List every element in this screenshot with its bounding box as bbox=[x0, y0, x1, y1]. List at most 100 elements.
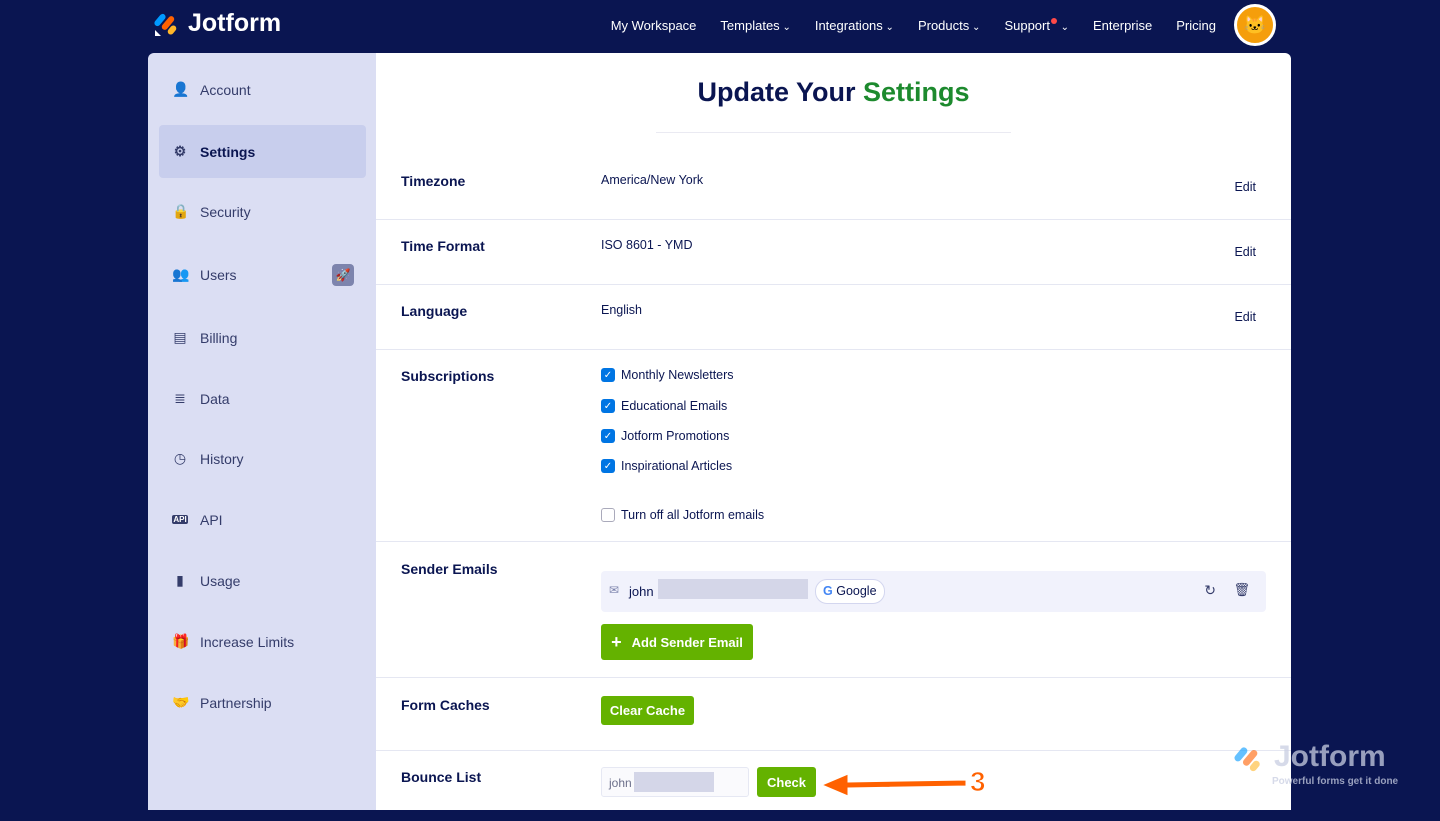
sidebar-item-label: Increase Limits bbox=[200, 633, 295, 650]
time-format-label: Time Format bbox=[401, 238, 485, 254]
jotform-logo[interactable]: Jotform bbox=[154, 9, 281, 38]
check-icon: ✓ bbox=[601, 459, 615, 473]
checkbox-monthly-newsletters[interactable]: ✓ Monthly Newsletters bbox=[601, 368, 734, 382]
sidebar-item-label: History bbox=[200, 450, 244, 467]
subscriptions-row: Subscriptions ✓ Monthly Newsletters ✓ Educ… bbox=[376, 350, 1291, 542]
sidebar-item-data[interactable]: ≣ Data bbox=[159, 372, 366, 425]
divider bbox=[656, 132, 1011, 133]
nav-integrations[interactable]: Integrations bbox=[815, 18, 894, 33]
sidebar-item-label: API bbox=[200, 511, 223, 528]
nav-products[interactable]: Products bbox=[918, 18, 980, 33]
users-icon: 👥 bbox=[172, 266, 190, 282]
sidebar: 👤 Account ⚙ Settings 🔒 Security 👥 Users 🚀 ▤ Bi… bbox=[148, 53, 376, 810]
checkbox-jotform-promotions[interactable]: ✓ Jotform Promotions bbox=[601, 429, 729, 443]
checkbox-label: Jotform Promotions bbox=[621, 429, 730, 443]
clear-cache-button[interactable]: Clear Cache bbox=[601, 696, 694, 725]
sidebar-item-api[interactable]: API API bbox=[159, 493, 366, 546]
sidebar-item-partnership[interactable]: 🤝 Partnership bbox=[159, 676, 366, 729]
sidebar-item-users[interactable]: 👥 Users 🚀 bbox=[159, 248, 366, 301]
timezone-edit-button[interactable]: Edit bbox=[1234, 180, 1256, 194]
bounce-list-row: Bounce List john Check bbox=[376, 751, 1291, 821]
check-button[interactable]: Check bbox=[757, 767, 816, 797]
language-edit-button[interactable]: Edit bbox=[1234, 310, 1256, 324]
check-icon: ✓ bbox=[601, 368, 615, 382]
database-icon: ≣ bbox=[174, 390, 186, 406]
jotform-logo-icon bbox=[154, 13, 177, 36]
checkbox-inspirational-articles[interactable]: ✓ Inspirational Articles bbox=[601, 459, 732, 473]
nav-support[interactable]: Support ⌄ bbox=[1004, 17, 1069, 33]
annotation-step-number: 3 bbox=[970, 766, 987, 798]
sidebar-item-increase-limits[interactable]: 🎁 Increase Limits bbox=[159, 615, 366, 668]
watermark-name: Jotform bbox=[1274, 740, 1386, 773]
gift-icon: 🎁 bbox=[172, 633, 190, 649]
lock-icon: 🔒 bbox=[172, 203, 190, 219]
checkbox-label: Inspirational Articles bbox=[621, 459, 733, 473]
bounce-list-label: Bounce List bbox=[401, 769, 482, 785]
sidebar-item-billing[interactable]: ▤ Billing bbox=[159, 311, 366, 364]
refresh-icon[interactable]: ↻ bbox=[1204, 582, 1216, 598]
bounce-email-input[interactable]: john bbox=[601, 767, 749, 797]
checkbox-label: Educational Emails bbox=[621, 399, 728, 413]
button-label: Add Sender Email bbox=[631, 634, 743, 650]
language-value: English bbox=[601, 303, 642, 317]
sidebar-item-label: Data bbox=[200, 390, 230, 407]
annotation-arrow-icon bbox=[820, 773, 967, 797]
sidebar-item-label: Partnership bbox=[200, 694, 272, 711]
time-format-edit-button[interactable]: Edit bbox=[1234, 245, 1256, 259]
language-row: Language English Edit bbox=[376, 285, 1291, 350]
nav-enterprise[interactable]: Enterprise bbox=[1093, 17, 1153, 33]
subscriptions-label: Subscriptions bbox=[401, 368, 495, 384]
settings-panel: Update Your Settings Timezone America/Ne… bbox=[376, 53, 1291, 810]
handshake-icon: 🤝 bbox=[172, 694, 190, 710]
page-title: Update Your Settings bbox=[376, 77, 1291, 108]
sender-emails-label: Sender Emails bbox=[401, 561, 498, 577]
checkbox-label: Monthly Newsletters bbox=[621, 368, 734, 382]
form-caches-row: Form Caches Clear Cache bbox=[376, 678, 1291, 751]
check-icon: ✓ bbox=[601, 429, 615, 443]
sidebar-item-label: Users bbox=[200, 266, 237, 283]
gear-icon: ⚙ bbox=[173, 143, 187, 159]
google-badge: G Google bbox=[815, 579, 885, 604]
avatar[interactable]: 🐱 bbox=[1234, 4, 1276, 46]
notification-dot bbox=[1050, 17, 1057, 24]
sidebar-item-label: Settings bbox=[200, 143, 256, 160]
billing-icon: ▤ bbox=[173, 329, 187, 345]
sidebar-item-label: Account bbox=[200, 81, 251, 98]
sidebar-item-settings[interactable]: ⚙ Settings bbox=[159, 125, 366, 178]
checkbox-label: Turn off all Jotform emails bbox=[621, 508, 765, 522]
sidebar-item-label: Security bbox=[200, 203, 251, 220]
timezone-row: Timezone America/New York Edit bbox=[376, 155, 1291, 220]
redacted bbox=[658, 579, 808, 599]
bounce-email-value: john bbox=[609, 776, 632, 790]
rocket-icon: 🚀 bbox=[332, 263, 354, 286]
redacted bbox=[634, 772, 714, 792]
watermark-logo-icon bbox=[1234, 744, 1264, 774]
watermark-tagline: Powerful forms get it done bbox=[1272, 776, 1399, 787]
chart-icon: ▮ bbox=[176, 572, 184, 588]
sidebar-item-account[interactable]: 👤 Account bbox=[159, 63, 366, 116]
add-sender-email-button[interactable]: + Add Sender Email bbox=[601, 624, 753, 660]
time-format-value: ISO 8601 - YMD bbox=[601, 238, 693, 252]
language-label: Language bbox=[401, 303, 468, 319]
sidebar-item-security[interactable]: 🔒 Security bbox=[159, 185, 366, 238]
checkbox-turn-off-all[interactable]: Turn off all Jotform emails bbox=[601, 508, 764, 522]
trash-icon[interactable]: 🗑 bbox=[1233, 582, 1250, 597]
brand-name: Jotform bbox=[188, 9, 282, 37]
sender-emails-row: Sender Emails bbox=[376, 542, 1291, 678]
nav-my-workspace[interactable]: My Workspace bbox=[610, 17, 697, 33]
sender-email-value: john bbox=[629, 584, 654, 599]
checkbox-educational-emails[interactable]: ✓ Educational Emails bbox=[601, 399, 727, 413]
timezone-value: America/New York bbox=[601, 173, 704, 187]
plus-icon: + bbox=[611, 631, 622, 652]
user-icon: 👤 bbox=[172, 81, 190, 97]
sidebar-item-usage[interactable]: ▮ Usage bbox=[159, 554, 366, 607]
sidebar-item-label: Billing bbox=[200, 329, 238, 346]
nav-support-label: Support bbox=[1004, 17, 1050, 33]
top-nav: My Workspace Templates Integrations Prod… bbox=[611, 0, 1216, 50]
nav-pricing[interactable]: Pricing bbox=[1176, 17, 1216, 33]
provider-label: Google bbox=[836, 584, 877, 598]
top-bar: Jotform My Workspace Templates Integrati… bbox=[0, 0, 1440, 50]
title-part-1: Update Your bbox=[697, 77, 856, 107]
nav-templates[interactable]: Templates bbox=[720, 18, 790, 33]
sidebar-item-history[interactable]: ◷ History bbox=[159, 432, 366, 485]
